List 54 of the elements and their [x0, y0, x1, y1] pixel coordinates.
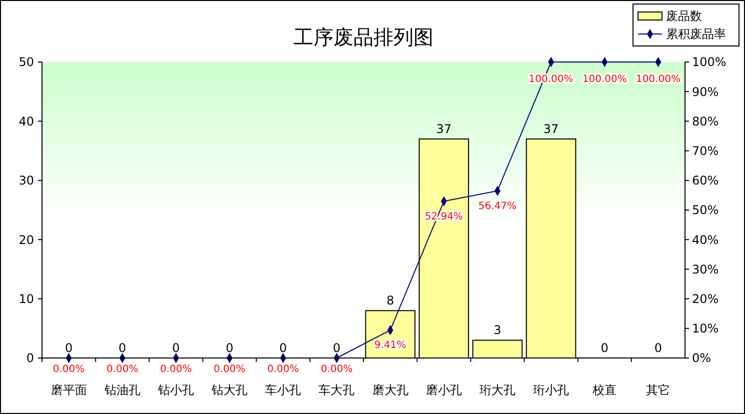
- x-tick-label: 珩小孔: [533, 383, 570, 397]
- data-label: 8: [386, 294, 394, 308]
- y-tick-label: 50: [18, 55, 34, 70]
- data-label: 0: [279, 341, 287, 355]
- chart-title: 工序废品排列图: [294, 25, 434, 49]
- data-label: 56.47%: [478, 200, 517, 212]
- data-label: 9.41%: [374, 340, 406, 352]
- data-label: 37: [543, 122, 559, 136]
- y2-tick-label: 100%: [692, 55, 726, 70]
- y2-tick-label: 0%: [692, 351, 712, 366]
- data-label: 0: [64, 341, 73, 355]
- y2-tick-label: 40%: [692, 232, 719, 247]
- y2-tick-label: 10%: [692, 322, 719, 336]
- x-tick-label: 车小孔: [265, 383, 302, 397]
- data-label: 3: [494, 323, 502, 338]
- data-label: 100.00%: [636, 74, 680, 85]
- data-label: 0.00%: [106, 364, 138, 375]
- y-tick-label: 30: [18, 174, 34, 188]
- x-tick-label: 其它: [646, 383, 670, 397]
- data-label: 0.00%: [52, 364, 85, 375]
- data-label: 37: [436, 122, 452, 136]
- data-label: 0.00%: [267, 364, 300, 375]
- x-tick-label: 磨平面: [50, 383, 87, 397]
- x-tick-label: 磨小孔: [426, 383, 462, 397]
- data-label: 0: [600, 341, 608, 355]
- y2-tick-label: 90%: [692, 84, 719, 99]
- x-tick-label: 磨大孔: [372, 383, 408, 397]
- y2-tick-label: 50%: [692, 203, 719, 218]
- data-label: 0: [118, 341, 126, 355]
- data-label: 0: [332, 341, 341, 355]
- x-tick-label: 车大孔: [318, 383, 355, 397]
- y-tick-label: 0: [26, 351, 34, 366]
- data-label: 100.00%: [582, 74, 627, 85]
- x-tick-label: 钻大孔: [210, 383, 248, 397]
- y2-tick-label: 20%: [692, 292, 719, 306]
- x-tick-label: 钻油孔: [103, 383, 140, 397]
- y-tick-label: 10: [18, 292, 34, 306]
- y2-tick-label: 80%: [692, 114, 719, 128]
- data-label: 0: [654, 341, 662, 355]
- x-tick-label: 校直: [592, 383, 617, 397]
- y2-tick-label: 70%: [692, 144, 719, 158]
- x-tick-label: 钻小孔: [156, 383, 194, 397]
- data-label: 0: [172, 341, 180, 355]
- y2-tick-label: 30%: [692, 262, 719, 276]
- data-label: 0.00%: [320, 364, 353, 375]
- data-label: 0.00%: [160, 364, 192, 375]
- x-tick-label: 珩大孔: [479, 383, 516, 397]
- y2-tick-label: 60%: [692, 174, 719, 188]
- y-tick-label: 40: [18, 114, 34, 128]
- legend-label: 累积废品率: [666, 27, 726, 42]
- legend-label: 废品数: [666, 9, 702, 24]
- data-label: 0.00%: [214, 364, 246, 375]
- y-tick-label: 20: [18, 232, 34, 247]
- data-label: 0: [226, 341, 234, 355]
